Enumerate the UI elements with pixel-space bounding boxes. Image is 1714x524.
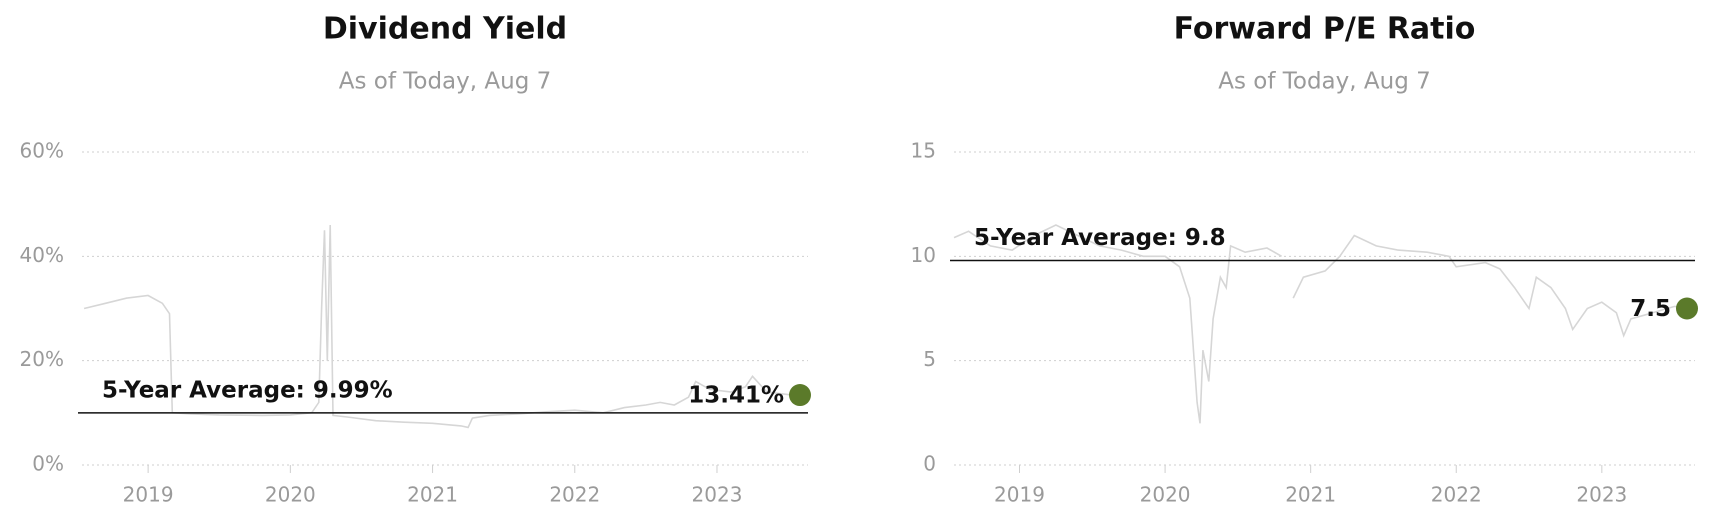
current-dot xyxy=(789,384,811,407)
y-tick-label: 20% xyxy=(20,347,64,371)
y-tick-label: 15 xyxy=(911,139,936,163)
x-tick-label: 2019 xyxy=(123,483,174,507)
x-tick-label: 2022 xyxy=(549,483,600,507)
y-tick-label: 40% xyxy=(20,243,64,267)
x-tick-label: 2020 xyxy=(1140,483,1191,507)
current-label: 13.41% xyxy=(688,383,784,409)
y-tick-label: 0 xyxy=(923,452,936,476)
average-label: 5-Year Average: 9.8 xyxy=(974,225,1226,251)
chart-subtitle: As of Today, Aug 7 xyxy=(1218,69,1431,95)
x-tick-label: 2023 xyxy=(692,483,743,507)
data-line xyxy=(953,224,1690,424)
y-tick-label: 0% xyxy=(32,452,64,476)
current-dot xyxy=(1676,297,1698,320)
average-label: 5-Year Average: 9.99% xyxy=(102,377,393,403)
x-tick-label: 2021 xyxy=(407,483,458,507)
current-label: 7.5 xyxy=(1630,296,1671,322)
chart-title: Forward P/E Ratio xyxy=(1174,12,1476,47)
x-tick-label: 2021 xyxy=(1285,483,1336,507)
y-tick-label: 60% xyxy=(20,139,64,163)
x-tick-label: 2023 xyxy=(1576,483,1627,507)
chart-subtitle: As of Today, Aug 7 xyxy=(339,69,552,95)
x-tick-label: 2019 xyxy=(994,483,1045,507)
chart-title: Dividend Yield xyxy=(323,12,567,47)
data-line xyxy=(83,224,803,429)
y-tick-label: 5 xyxy=(923,347,936,371)
x-tick-label: 2022 xyxy=(1431,483,1482,507)
x-tick-label: 2020 xyxy=(265,483,316,507)
y-tick-label: 10 xyxy=(911,243,936,267)
